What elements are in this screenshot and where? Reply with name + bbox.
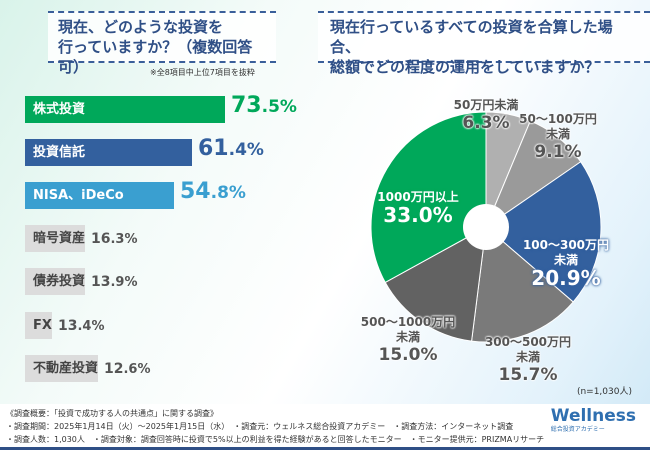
pie-label: 100～300万円 未満 20.9%: [522, 238, 610, 290]
selection-note: ※全8項目中上位7項目を抜粋: [150, 68, 255, 77]
pie-label: 300～500万円 未満 15.7%: [484, 335, 572, 385]
donut-hole: [463, 204, 509, 250]
pie-label: 50～100万円 未満 9.1%: [519, 112, 597, 162]
bar-value-label: 54.8%: [180, 179, 246, 204]
survey-footer: 《調査概要：「投資で成功する人の共通点」に関する調査》 ・調査期間：2025年1…: [0, 404, 650, 450]
pie-slice-4: [384, 226, 487, 342]
bar-value-label: 13.9%: [91, 274, 138, 290]
footer-title: 《調査概要：「投資で成功する人の共通点」に関する調査》: [6, 409, 218, 418]
bar-5: FX: [25, 312, 52, 339]
right-question-text: 現在行っているすべての投資を合算した場合、 総額でどの程度の運用をしていますか？: [330, 18, 613, 76]
bar-6: 不動産投資: [25, 355, 99, 382]
wellness-logo: Wellness 総合投資アカデミー: [550, 408, 636, 436]
bar-2: NISA、iDeCo: [25, 182, 175, 209]
bar-value-label: 61.4%: [198, 136, 264, 161]
footer-line: ・調査人数：1,030人 ・調査対象：調査回答時に投資で5%以上の利益を得た経験…: [6, 435, 545, 444]
logo-subtext: 総合投資アカデミー: [550, 426, 605, 433]
bar-value-label: 73.5%: [231, 93, 297, 118]
footer-line: ・調査期間：2025年1月14日（火）～2025年1月15日（水） ・調査元：ウ…: [6, 422, 514, 431]
pie-slice-5: [370, 111, 487, 284]
left-question-text: 現在、どのような投資を 行っていますか？（複数回答可）: [58, 18, 253, 76]
pie-label: 500～1000万円 未満 15.0%: [360, 315, 456, 365]
bar-0: 株式投資: [25, 96, 225, 123]
bar-value-label: 13.4%: [58, 318, 105, 334]
bar-4: 債券投資: [25, 268, 86, 295]
sample-size: (n=1,030人): [576, 387, 632, 397]
pie-slice-3: [471, 226, 574, 343]
right-question-title: 現在行っているすべての投資を合算した場合、 総額でどの程度の運用をしていますか？: [318, 11, 650, 76]
left-question-title: 現在、どのような投資を 行っていますか？（複数回答可）: [48, 11, 276, 76]
pie-label: 50万円未満 6.3%: [453, 98, 519, 133]
bar-3: 暗号資産: [25, 225, 86, 252]
bar-value-label: 16.3%: [91, 231, 138, 247]
bar-1: 投資信託: [25, 139, 192, 166]
pie-slice-2: [485, 161, 602, 303]
bar-value-label: 12.6%: [104, 361, 151, 377]
logo-text: Wellness: [550, 406, 636, 426]
pie-label: 1000万円以上 33.0%: [377, 190, 459, 227]
